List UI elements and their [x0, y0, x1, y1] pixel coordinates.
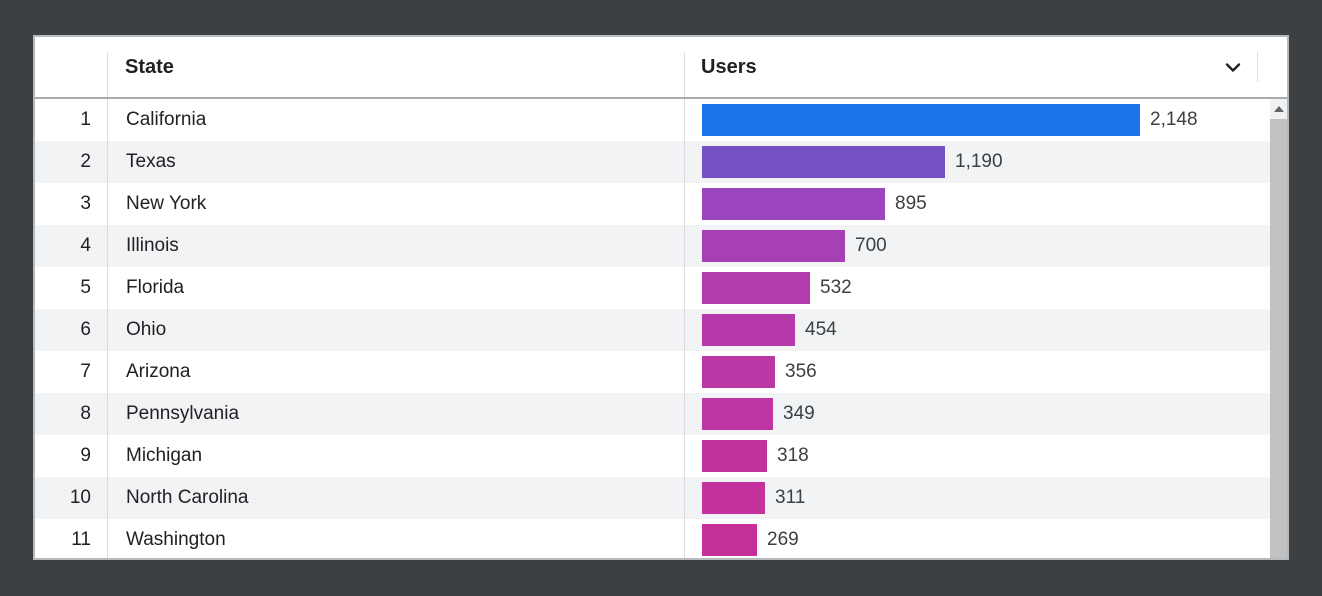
table-row[interactable]: 4 Illinois 700	[35, 225, 1287, 267]
row-rank: 11	[71, 529, 91, 550]
state-cell: Arizona	[107, 351, 684, 393]
table-header-row: State Users	[35, 37, 1287, 99]
column-header-users[interactable]: Users	[684, 37, 1287, 97]
table-row[interactable]: 5 Florida 532	[35, 267, 1287, 309]
table-row[interactable]: 1 California 2,148	[35, 99, 1287, 141]
users-value: 454	[805, 319, 837, 340]
scrollbar-thumb[interactable]	[1270, 119, 1287, 558]
state-cell: Texas	[107, 141, 684, 183]
state-cell: Washington	[107, 519, 684, 558]
users-bar	[702, 482, 765, 514]
users-cell: 269	[684, 519, 1287, 558]
state-cell: Florida	[107, 267, 684, 309]
users-value: 356	[785, 361, 817, 382]
users-cell: 349	[684, 393, 1287, 435]
users-cell: 2,148	[684, 99, 1287, 141]
scroll-up-button[interactable]	[1270, 99, 1287, 119]
users-value: 269	[767, 529, 799, 550]
users-bar	[702, 146, 945, 178]
users-bar	[702, 104, 1140, 136]
analytics-table-panel: State Users 1 California 2,148 2 Texas 1…	[33, 35, 1289, 560]
state-cell: Pennsylvania	[107, 393, 684, 435]
row-rank: 10	[69, 487, 91, 508]
state-cell: California	[107, 99, 684, 141]
users-bar	[702, 398, 773, 430]
row-rank: 4	[80, 235, 91, 256]
table-row[interactable]: 9 Michigan 318	[35, 435, 1287, 477]
row-rank: 2	[80, 151, 91, 172]
table-body: 1 California 2,148 2 Texas 1,190 3 New Y…	[35, 99, 1287, 558]
table-row[interactable]: 2 Texas 1,190	[35, 141, 1287, 183]
header-end-divider	[1257, 52, 1258, 82]
users-bar	[702, 356, 775, 388]
state-column-label: State	[125, 55, 174, 78]
state-cell: Illinois	[107, 225, 684, 267]
users-value: 532	[820, 277, 852, 298]
users-value: 318	[777, 445, 809, 466]
row-rank: 1	[80, 109, 91, 130]
state-cell: North Carolina	[107, 477, 684, 519]
state-cell: Ohio	[107, 309, 684, 351]
scrollbar[interactable]	[1270, 99, 1287, 558]
users-bar	[702, 524, 757, 556]
users-bar	[702, 230, 845, 262]
row-rank: 7	[80, 361, 91, 382]
users-value: 349	[783, 403, 815, 424]
users-bar	[702, 272, 810, 304]
state-cell: New York	[107, 183, 684, 225]
row-rank: 5	[80, 277, 91, 298]
table-row[interactable]: 3 New York 895	[35, 183, 1287, 225]
users-cell: 1,190	[684, 141, 1287, 183]
table-row[interactable]: 11 Washington 269	[35, 519, 1287, 558]
users-bar	[702, 188, 885, 220]
table-row[interactable]: 8 Pennsylvania 349	[35, 393, 1287, 435]
users-value: 895	[895, 193, 927, 214]
rank-column-header-spacer	[35, 37, 107, 97]
users-value: 2,148	[1150, 109, 1198, 130]
state-cell: Michigan	[107, 435, 684, 477]
users-cell: 532	[684, 267, 1287, 309]
users-cell: 454	[684, 309, 1287, 351]
users-column-label: Users	[701, 55, 757, 78]
row-rank: 3	[80, 193, 91, 214]
chevron-down-icon[interactable]	[1221, 55, 1245, 79]
users-bar	[702, 440, 767, 472]
users-bar	[702, 314, 795, 346]
users-cell: 895	[684, 183, 1287, 225]
column-header-state[interactable]: State	[107, 37, 684, 97]
users-cell: 318	[684, 435, 1287, 477]
triangle-up-icon	[1273, 106, 1284, 112]
row-rank: 9	[80, 445, 91, 466]
row-rank: 8	[80, 403, 91, 424]
users-value: 311	[775, 487, 806, 508]
table-row[interactable]: 10 North Carolina 311	[35, 477, 1287, 519]
users-cell: 700	[684, 225, 1287, 267]
row-rank: 6	[80, 319, 91, 340]
users-cell: 356	[684, 351, 1287, 393]
table-row[interactable]: 7 Arizona 356	[35, 351, 1287, 393]
users-cell: 311	[684, 477, 1287, 519]
users-value: 1,190	[955, 151, 1003, 172]
table-row[interactable]: 6 Ohio 454	[35, 309, 1287, 351]
users-value: 700	[855, 235, 887, 256]
